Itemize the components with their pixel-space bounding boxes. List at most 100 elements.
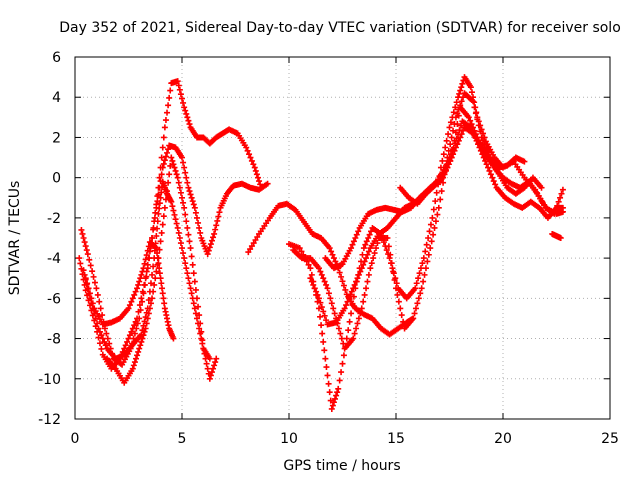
data-point (161, 300, 168, 307)
data-point (296, 245, 303, 252)
data-point (99, 335, 106, 342)
data-point (361, 291, 368, 298)
data-point (183, 110, 190, 117)
data-point (143, 252, 150, 259)
data-point (165, 179, 172, 186)
data-point (196, 325, 203, 332)
data-point (144, 315, 151, 322)
data-point (331, 310, 338, 317)
data-point (140, 290, 147, 297)
data-point (205, 247, 212, 254)
data-series-s4 (82, 239, 177, 342)
data-point (492, 181, 499, 188)
y-tick-label: -2 (47, 211, 61, 227)
data-point (172, 216, 179, 223)
data-point (132, 355, 139, 362)
data-point (102, 342, 109, 349)
data-point (489, 174, 496, 181)
data-point (250, 161, 257, 168)
data-point (128, 298, 135, 305)
data-point (393, 280, 400, 287)
data-point (483, 161, 490, 168)
data-point (78, 226, 85, 233)
data-point (184, 114, 191, 121)
data-point (171, 211, 178, 218)
data-point (363, 255, 370, 262)
data-point (143, 320, 150, 327)
data-point (187, 245, 194, 252)
data-point (415, 295, 422, 302)
data-point (170, 207, 177, 214)
data-point (472, 110, 479, 117)
data-point (154, 261, 161, 268)
data-point (345, 327, 352, 334)
data-point (430, 231, 437, 238)
data-point (387, 251, 394, 258)
data-point (211, 230, 218, 237)
data-point (315, 295, 322, 302)
data-point (243, 144, 250, 151)
data-point (149, 271, 156, 278)
data-point (444, 164, 451, 171)
data-point (252, 167, 259, 174)
data-point (358, 305, 365, 312)
data-point (125, 305, 132, 312)
data-point (175, 229, 182, 236)
data-point (538, 184, 545, 191)
data-point (187, 285, 194, 292)
data-point (422, 265, 429, 272)
data-point (344, 298, 351, 305)
data-point (410, 315, 417, 322)
data-point (251, 164, 258, 171)
data-series-s9 (307, 124, 545, 328)
data-point (313, 288, 320, 295)
data-point (79, 230, 86, 237)
data-point (159, 164, 166, 171)
data-point (342, 286, 349, 293)
data-point (170, 161, 177, 168)
data-point (185, 231, 192, 238)
data-point (362, 241, 369, 248)
series-layer (76, 74, 566, 412)
y-tick-label: -12 (38, 412, 61, 428)
data-point (180, 159, 187, 166)
data-point (185, 184, 192, 191)
data-point (132, 288, 139, 295)
data-point (430, 206, 437, 213)
data-point (318, 304, 325, 311)
x-tick-label: 25 (601, 431, 619, 447)
x-tick-label: 5 (178, 431, 187, 447)
data-point (360, 245, 367, 252)
data-point (86, 290, 93, 297)
data-point (153, 268, 160, 275)
data-point (428, 238, 435, 245)
data-point (455, 112, 462, 119)
data-point (174, 78, 181, 85)
data-point (183, 174, 190, 181)
data-point (186, 188, 193, 195)
data-point (157, 238, 164, 245)
data-point (486, 167, 493, 174)
data-point (339, 278, 346, 285)
data-point (183, 265, 190, 272)
data-point (490, 178, 497, 185)
data-point (210, 234, 217, 241)
data-point (168, 198, 175, 205)
data-point (97, 305, 104, 312)
data-series-s11 (397, 104, 566, 217)
data-point (322, 355, 329, 362)
data-point (414, 300, 421, 307)
data-point (358, 265, 365, 272)
data-point (157, 275, 164, 282)
data-point (354, 275, 361, 282)
data-point (191, 305, 198, 312)
data-point (101, 338, 108, 345)
data-point (77, 260, 84, 267)
data-point (196, 224, 203, 231)
data-point (317, 299, 324, 306)
data-point (341, 305, 348, 312)
data-point (207, 372, 214, 379)
data-series-s12 (549, 230, 564, 241)
data-point (83, 247, 90, 254)
data-point (349, 302, 356, 309)
